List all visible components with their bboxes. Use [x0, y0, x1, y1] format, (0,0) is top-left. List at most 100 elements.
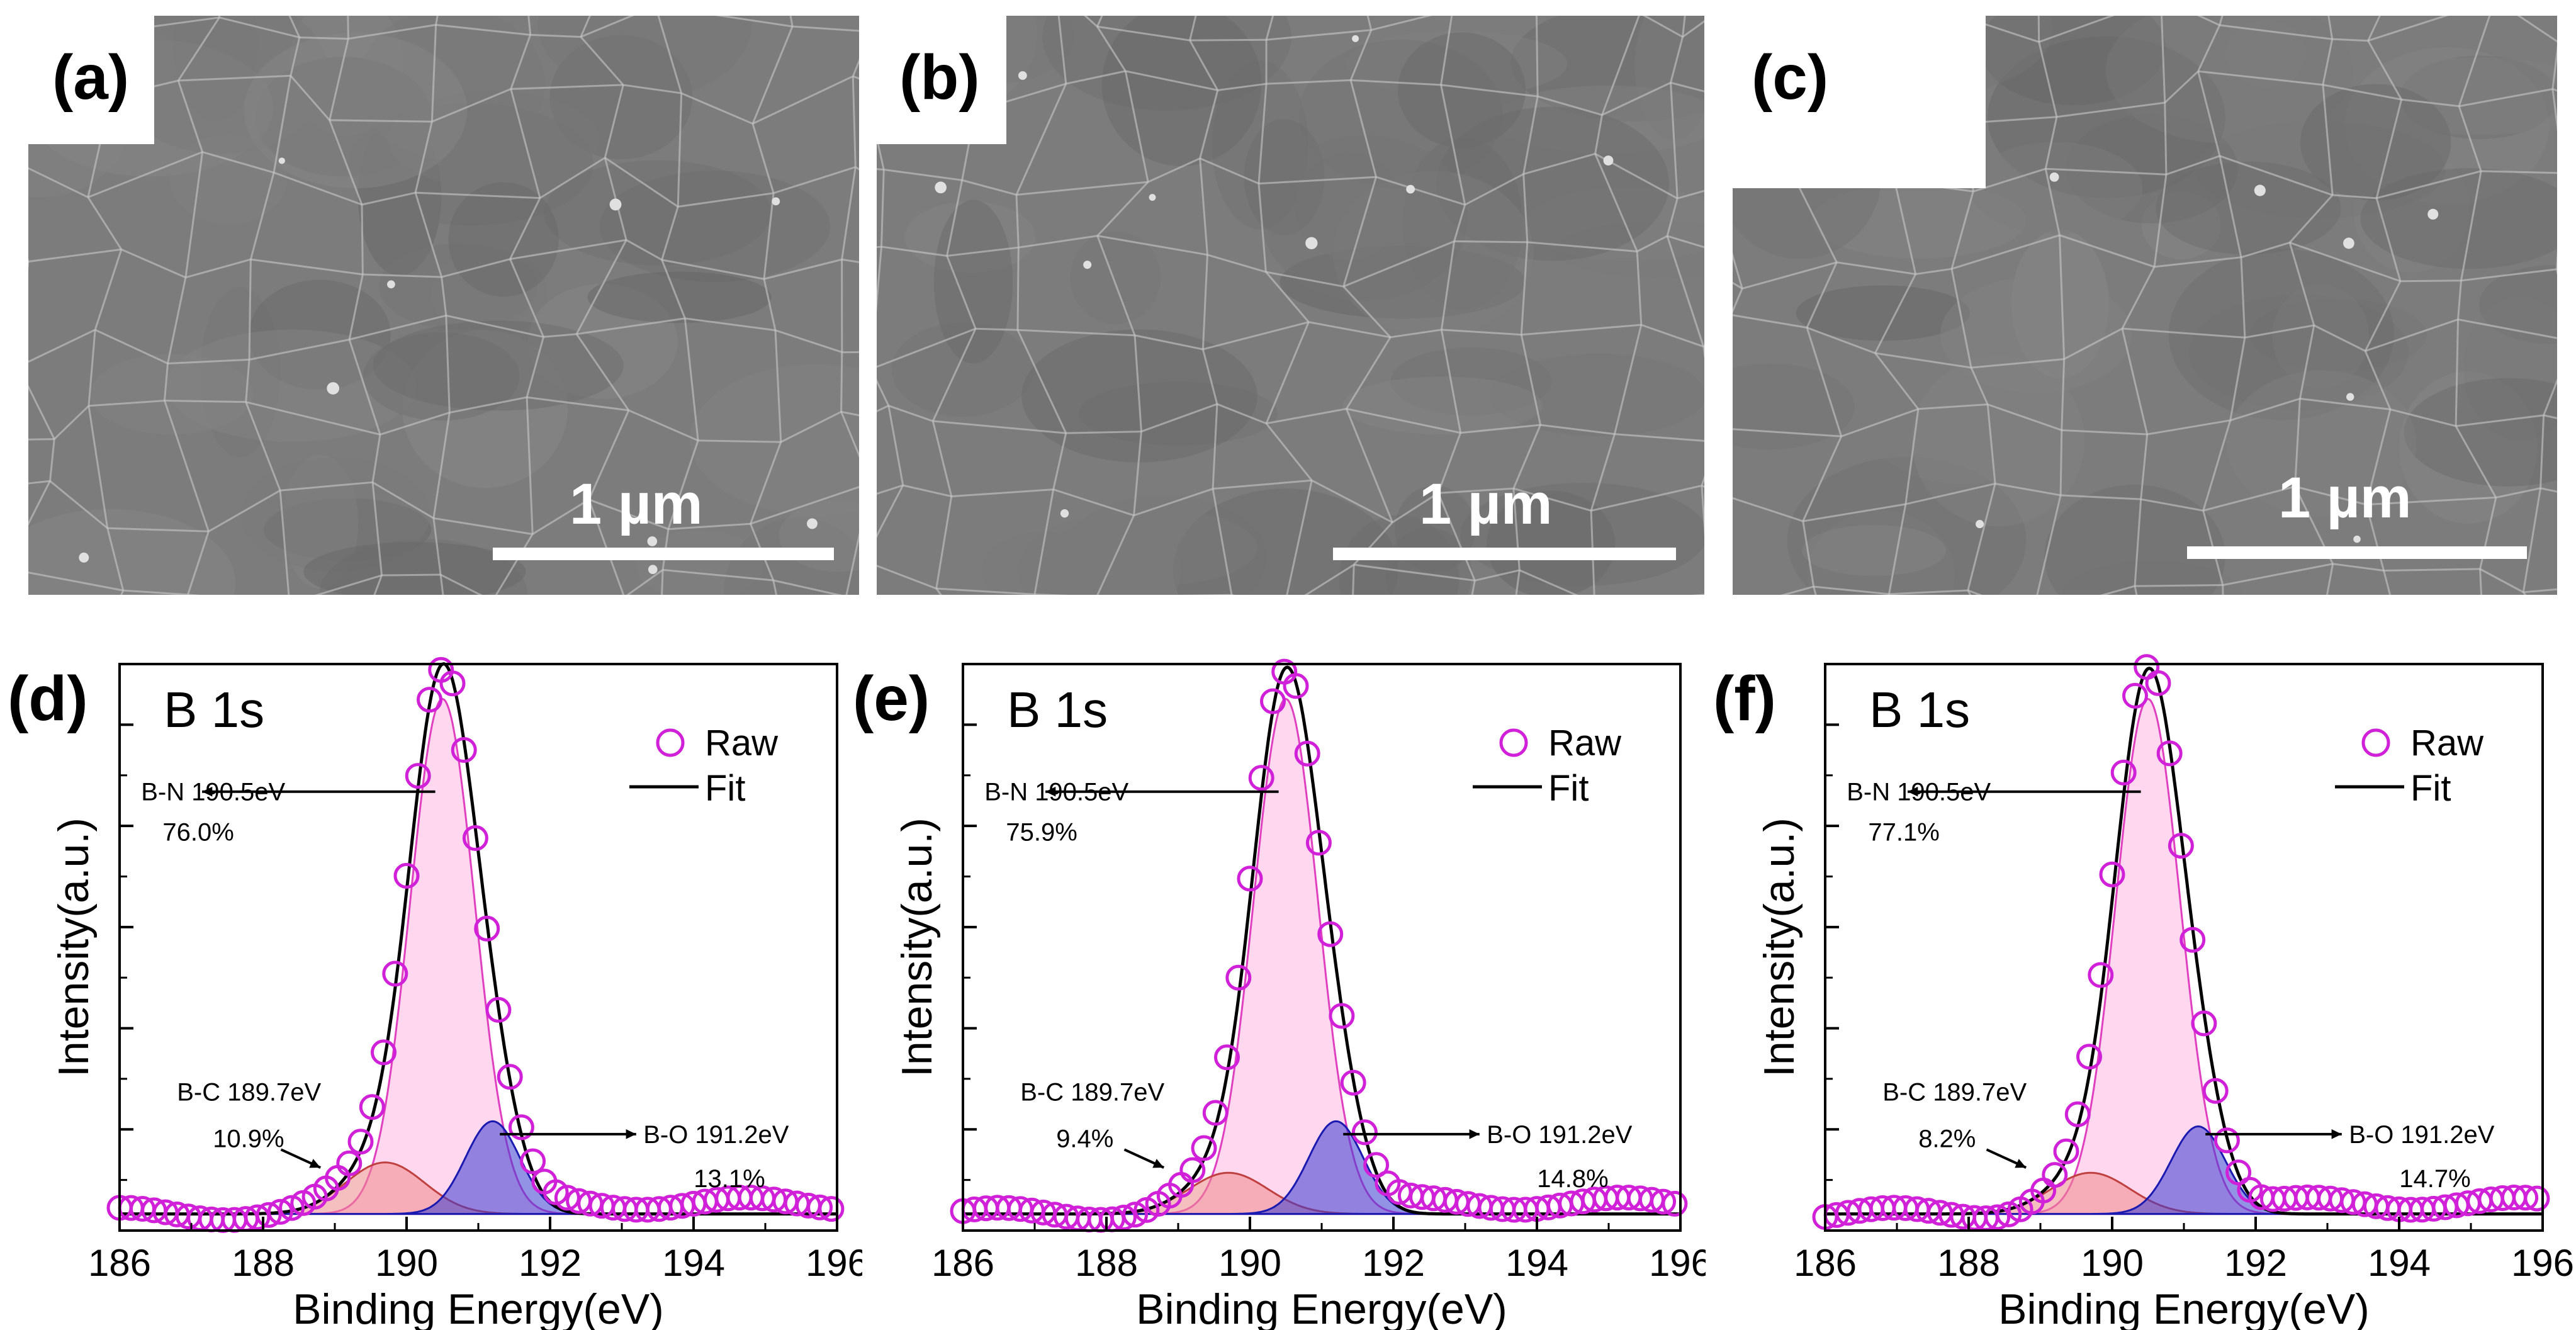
grain-boundary [750, 486, 859, 525]
sem-blob [1079, 381, 1278, 446]
raw-point [2213, 1127, 2240, 1154]
grain-boundary [48, 439, 55, 482]
grain-boundary [2522, 488, 2542, 593]
grain-boundary [187, 531, 210, 595]
grain-boundary [273, 171, 363, 206]
sem-blob [2300, 84, 2451, 201]
raw-point [279, 1195, 305, 1221]
grain-boundary [1521, 324, 1641, 336]
grain-boundary [1266, 408, 1347, 425]
grain-boundary [245, 402, 281, 491]
grain-boundary [1200, 157, 1259, 185]
grain-boundary [1096, 26, 1127, 72]
sem-blob [1525, 187, 1704, 261]
grain-boundary [1590, 434, 1616, 511]
grain-boundary [1440, 84, 1466, 205]
sem-blob [378, 243, 538, 330]
grain-boundary [510, 34, 532, 89]
grain-boundary [2059, 234, 2155, 268]
raw-point [371, 1039, 397, 1066]
grain-boundary [106, 527, 125, 591]
raw-point [2202, 1078, 2229, 1104]
sem-blob [1333, 171, 1534, 337]
sem-blob [1060, 495, 1267, 595]
x-axis-label: Binding Energy(eV) [1998, 1285, 2370, 1330]
raw-point [474, 915, 500, 942]
grain-boundary [361, 205, 364, 274]
grain-boundary [1614, 433, 1704, 442]
grain-boundary [2322, 84, 2402, 101]
raw-point [520, 1148, 546, 1175]
sem-blob [1436, 106, 1669, 261]
raw-point [1662, 1190, 1688, 1217]
legend-raw-marker [1499, 728, 1528, 757]
grain-boundary [588, 410, 630, 500]
chart-title: B 1s [1869, 682, 1970, 738]
grain-boundary [2219, 155, 2242, 258]
grain-boundary [1512, 424, 1541, 489]
grain-boundary [1513, 487, 1592, 512]
raw-point [405, 763, 431, 789]
grain-boundary [1352, 565, 1355, 595]
grain-boundary [1066, 70, 1126, 85]
grain-boundary [1066, 431, 1142, 434]
grain-boundary [1874, 352, 1920, 410]
grain-boundary [1016, 181, 1149, 196]
grain-boundary [177, 80, 204, 153]
grain-boundary [2288, 194, 2334, 244]
grain-boundary [2197, 70, 2221, 157]
grain-boundary [877, 327, 976, 368]
grain-boundary [1666, 235, 1704, 347]
grain-boundary [750, 441, 782, 524]
grain-boundary [661, 206, 679, 261]
sem-blob [1912, 355, 2085, 527]
grain-boundary [28, 480, 50, 485]
grain-boundary [877, 484, 904, 495]
sem-blob [1212, 60, 1308, 230]
grain-boundary [774, 330, 782, 442]
grain-boundary [575, 239, 627, 335]
sem-blob [2404, 378, 2557, 487]
sem-texture-group [28, 16, 859, 595]
grain-boundary [2061, 429, 2147, 436]
grain-boundary [299, 36, 349, 40]
grain-boundary [2038, 42, 2058, 118]
sem-blob [982, 531, 1101, 595]
grain-boundary [1311, 479, 1393, 524]
grain-boundary [2458, 106, 2482, 172]
grain-boundary [1052, 432, 1067, 490]
grain-boundary [1217, 403, 1267, 425]
grain-boundary [1441, 329, 1522, 336]
grain-boundary [877, 485, 904, 538]
sem-blob [264, 498, 432, 561]
grain-boundary [880, 169, 885, 247]
grain-boundary [1390, 329, 1442, 339]
grain-boundary [1733, 314, 1808, 329]
grain-boundary [1594, 153, 1638, 252]
x-tick-label: 196 [1649, 1242, 1706, 1284]
x-tick-label: 188 [232, 1242, 295, 1284]
sem-blob [707, 175, 859, 228]
grain-boundary [623, 84, 682, 94]
grain-boundary [2458, 87, 2553, 108]
grain-boundary [946, 255, 977, 329]
panel-label-f: (f) [1713, 663, 1776, 734]
annotation-bo-percent: 13.1% [694, 1165, 765, 1193]
grain-boundary [1096, 181, 1149, 237]
grain-boundary [1453, 204, 1466, 242]
grain-boundary [348, 339, 381, 435]
annotation-bo-energy: B-O 191.2eV [643, 1121, 789, 1149]
grain-boundary [432, 412, 451, 519]
grain-boundary [2135, 584, 2223, 587]
grain-boundary [1015, 194, 1020, 248]
grain-boundary [2479, 568, 2483, 595]
raw-point [2053, 1138, 2079, 1164]
grain-boundary [1140, 403, 1218, 432]
grain-boundary [349, 314, 447, 341]
grain-boundary [49, 480, 108, 529]
grain-boundary [1266, 29, 1371, 41]
grain-boundary [1212, 403, 1218, 489]
grain-boundary [1342, 176, 1377, 287]
grain-boundary [2288, 242, 2315, 326]
grain-boundary [1636, 235, 1668, 252]
